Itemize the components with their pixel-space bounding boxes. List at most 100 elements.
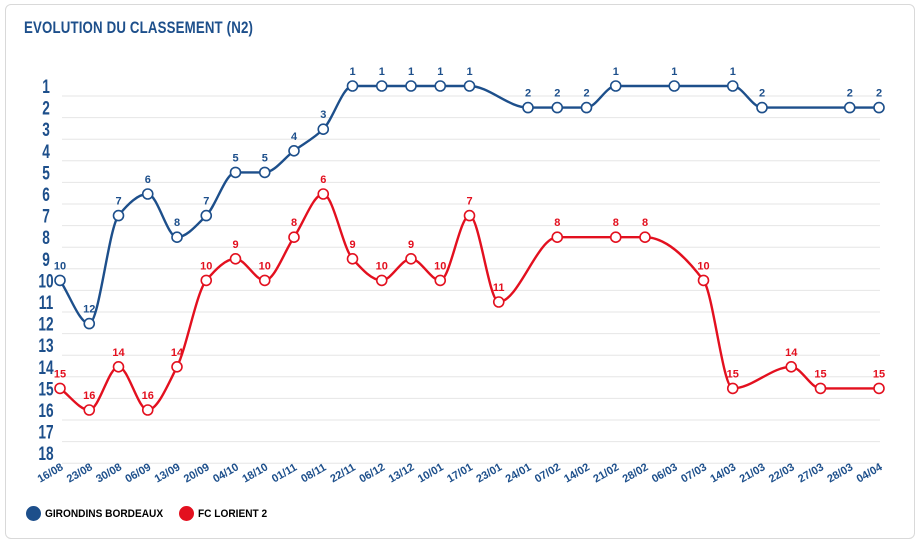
y-tick-label: 5	[42, 162, 50, 184]
y-tick-label: 10	[38, 270, 53, 292]
data-point	[551, 231, 564, 243]
data-label: 14	[171, 347, 184, 359]
data-label: 6	[145, 174, 151, 186]
data-label: 9	[232, 239, 238, 251]
x-tick-label: 14/03	[708, 461, 738, 485]
data-point	[756, 101, 768, 114]
data-label: 5	[232, 152, 238, 164]
legend-label: GIRONDINS BORDEAUX	[45, 507, 164, 520]
y-tick-label: 2	[42, 97, 50, 119]
y-tick-label: 15	[38, 378, 53, 400]
data-point	[434, 274, 447, 287]
data-point	[141, 404, 154, 416]
data-label: 10	[376, 260, 388, 272]
data-label: 10	[200, 260, 212, 272]
data-label: 2	[583, 88, 589, 100]
data-label: 10	[434, 260, 446, 272]
x-tick-label: 13/12	[387, 461, 417, 485]
x-axis: 16/08 23/08 30/08 06/09 13/09 20/09 04/10 18/10…	[36, 461, 886, 486]
data-point	[463, 209, 476, 222]
data-point	[258, 166, 271, 179]
data-point	[171, 360, 183, 373]
x-tick-label: 22/03	[767, 461, 797, 485]
data-point	[814, 382, 827, 395]
legend-item-bordeaux[interactable]: GIRONDINS BORDEAUX	[26, 506, 173, 521]
x-tick-label: 07/02	[533, 461, 563, 485]
data-point	[258, 274, 271, 287]
data-point	[609, 80, 622, 92]
data-point	[405, 80, 417, 92]
data-label: 11	[493, 282, 505, 294]
y-tick-label: 16	[38, 400, 53, 422]
chart-title: EVOLUTION DU CLASSEMENT (N2)	[24, 18, 254, 37]
y-tick-label: 13	[38, 335, 53, 357]
x-tick-label: 06/12	[357, 461, 387, 485]
data-point	[697, 274, 710, 287]
data-point	[171, 231, 183, 243]
data-point	[522, 101, 534, 114]
y-tick-label: 12	[38, 313, 53, 335]
y-tick-label: 1	[42, 76, 50, 98]
data-point	[288, 145, 300, 157]
data-label: 16	[142, 390, 154, 402]
data-point	[785, 360, 798, 373]
data-label: 14	[785, 347, 798, 359]
grid-lines	[62, 95, 880, 464]
y-tick-label: 8	[42, 227, 50, 249]
data-label: 1	[408, 66, 414, 78]
data-label: 10	[697, 260, 709, 272]
data-label: 7	[466, 196, 472, 208]
x-tick-label: 08/11	[299, 461, 328, 485]
y-tick-label: 6	[42, 184, 50, 206]
data-point	[668, 80, 681, 92]
x-tick-label: 17/01	[445, 461, 475, 485]
series-line	[59, 84, 879, 325]
data-label: 12	[83, 304, 95, 316]
data-label: 8	[642, 217, 648, 229]
data-point	[405, 252, 417, 265]
data-label: 15	[814, 368, 826, 380]
data-point	[346, 252, 359, 265]
data-label: 16	[83, 390, 95, 402]
data-label: 7	[203, 196, 209, 208]
data-point	[83, 404, 96, 416]
series-points	[54, 80, 885, 416]
series-line	[59, 192, 879, 412]
data-point	[843, 101, 856, 114]
data-label: 14	[112, 347, 125, 359]
x-tick-label: 27/03	[796, 461, 826, 485]
data-label: 2	[876, 88, 882, 100]
legend-item-lorient[interactable]: FC LORIENT 2	[179, 506, 273, 521]
x-tick-label: 18/10	[240, 461, 270, 485]
legend: GIRONDINS BORDEAUX FC LORIENT 2	[26, 506, 280, 521]
data-point	[375, 80, 388, 92]
data-point	[141, 188, 154, 200]
data-label: 5	[262, 152, 268, 164]
y-tick-label: 7	[42, 205, 50, 227]
x-tick-label: 04/10	[211, 461, 241, 485]
y-tick-label: 3	[42, 119, 50, 141]
data-point	[873, 101, 885, 114]
legend-label: FC LORIENT 2	[198, 507, 268, 520]
data-point	[726, 80, 739, 92]
data-label: 8	[291, 217, 297, 229]
data-label: 8	[613, 217, 619, 229]
x-tick-label: 07/03	[679, 461, 709, 485]
data-point	[112, 209, 125, 222]
x-tick-label: 22/11	[328, 461, 357, 485]
y-tick-label: 17	[38, 421, 53, 443]
data-label: 6	[320, 174, 326, 186]
x-tick-label: 10/01	[416, 461, 446, 485]
data-label: 1	[613, 66, 619, 78]
data-label: 15	[873, 368, 885, 380]
x-tick-label: 23/08	[65, 461, 95, 485]
data-label: 4	[291, 131, 298, 143]
data-label: 8	[554, 217, 560, 229]
data-point	[83, 317, 96, 330]
x-tick-label: 28/02	[621, 461, 651, 485]
data-label: 1	[379, 66, 385, 78]
series-lines	[59, 84, 879, 412]
